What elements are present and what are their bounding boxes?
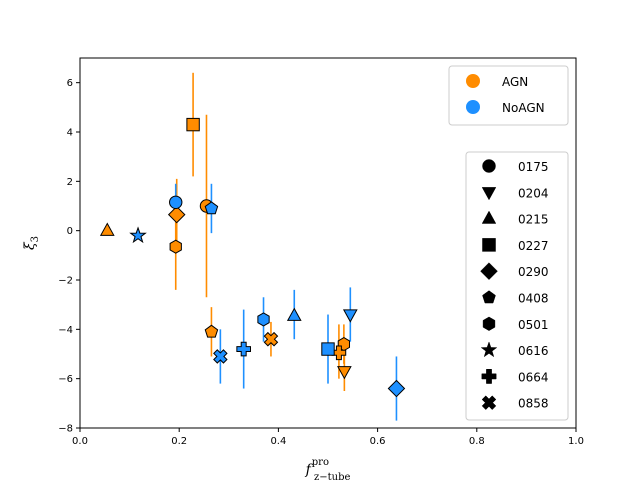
- y-tick-label: 4: [67, 128, 73, 139]
- legend-markers: 0175 0204 0215 0227 0290 0408 0501 0616 0664 0858: [465, 151, 569, 421]
- x-tick-label: 1.0: [568, 436, 584, 447]
- y-tick-label: −2: [58, 276, 73, 287]
- point-noagn-0501: [257, 312, 270, 327]
- point-noagn-0215: [286, 307, 302, 321]
- point-noagn-0204: [342, 309, 358, 323]
- legend-marker-0204: [481, 187, 497, 201]
- point-noagn-0227: [321, 342, 335, 356]
- x-axis-label: fpro z−tube: [305, 457, 351, 480]
- point-noagn-0175: [169, 195, 183, 210]
- y-axis-label: ξ3: [22, 236, 41, 250]
- legend-label-0204: 0204: [518, 186, 549, 200]
- legend-label-0616: 0616: [518, 344, 549, 358]
- legend-label-0858: 0858: [518, 397, 549, 411]
- y-tick-label: −8: [58, 424, 73, 435]
- point-agn-0501: [169, 239, 182, 254]
- x-tick-label: 0.2: [171, 436, 187, 447]
- legend-label-agn: AGN: [502, 75, 528, 89]
- legend-swatch-agn: [466, 74, 480, 88]
- legend-marker-0227: [482, 238, 496, 252]
- y-tick-label: −4: [58, 325, 73, 336]
- point-agn-0204: [337, 366, 352, 380]
- x-axis-label-main: f: [305, 462, 314, 478]
- legend-markers-frame: [465, 151, 569, 421]
- legend-marker-0215: [481, 210, 497, 224]
- legend-marker-0858: [481, 395, 497, 410]
- y-axis-label-main: ξ: [22, 241, 38, 250]
- legend-marker-0664: [481, 369, 497, 384]
- point-noagn-0664: [236, 341, 251, 357]
- legend-marker-0290: [480, 262, 498, 281]
- point-agn-0408: [204, 324, 219, 338]
- x-axis: 0.0 0.2 0.4 0.6 0.8 1.0: [72, 428, 584, 447]
- point-noagn-0858: [213, 349, 228, 364]
- legend-label-0175: 0175: [518, 160, 549, 174]
- axes-frame: [79, 57, 577, 429]
- point-agn-0858: [263, 331, 279, 347]
- y-tick-label: 6: [67, 78, 73, 89]
- legend-groups: AGN NoAGN: [448, 65, 569, 126]
- point-agn-0290: [167, 205, 186, 224]
- legend-label-0215: 0215: [518, 213, 549, 227]
- legend-label-0290: 0290: [518, 265, 549, 279]
- x-tick-label: 0.4: [270, 436, 286, 447]
- legend-label-0227: 0227: [518, 239, 549, 253]
- legend-marker-0501: [482, 316, 496, 331]
- plot-area: [99, 72, 406, 421]
- y-tick-label: 0: [67, 226, 73, 237]
- point-noagn-0616: [129, 226, 147, 244]
- y-axis: −8 −6 −4 −2 0 2 4 6: [58, 78, 80, 435]
- point-agn-0227: [186, 117, 200, 132]
- point-agn-0215: [99, 222, 115, 236]
- legend-label-0408: 0408: [518, 292, 549, 306]
- y-axis-label-sub: 3: [30, 236, 41, 242]
- x-tick-label: 0.8: [469, 436, 485, 447]
- legend-marker-0175: [482, 159, 496, 173]
- x-tick-label: 0.6: [370, 436, 386, 447]
- legend-marker-0616: [480, 341, 498, 358]
- point-noagn-0408: [204, 201, 219, 215]
- x-axis-label-sub: z−tube: [314, 472, 351, 480]
- legend-marker-0408: [482, 290, 496, 304]
- x-tick-label: 0.0: [72, 436, 88, 447]
- legend-label-0501: 0501: [518, 318, 549, 332]
- legend-label-0664: 0664: [518, 370, 549, 384]
- legend-label-noagn: NoAGN: [502, 101, 545, 115]
- point-noagn-0290: [387, 379, 406, 398]
- legend-swatch-noagn: [466, 100, 480, 114]
- y-tick-label: 2: [67, 177, 73, 188]
- y-tick-label: −6: [58, 374, 73, 385]
- x-axis-label-sup: pro: [312, 457, 329, 468]
